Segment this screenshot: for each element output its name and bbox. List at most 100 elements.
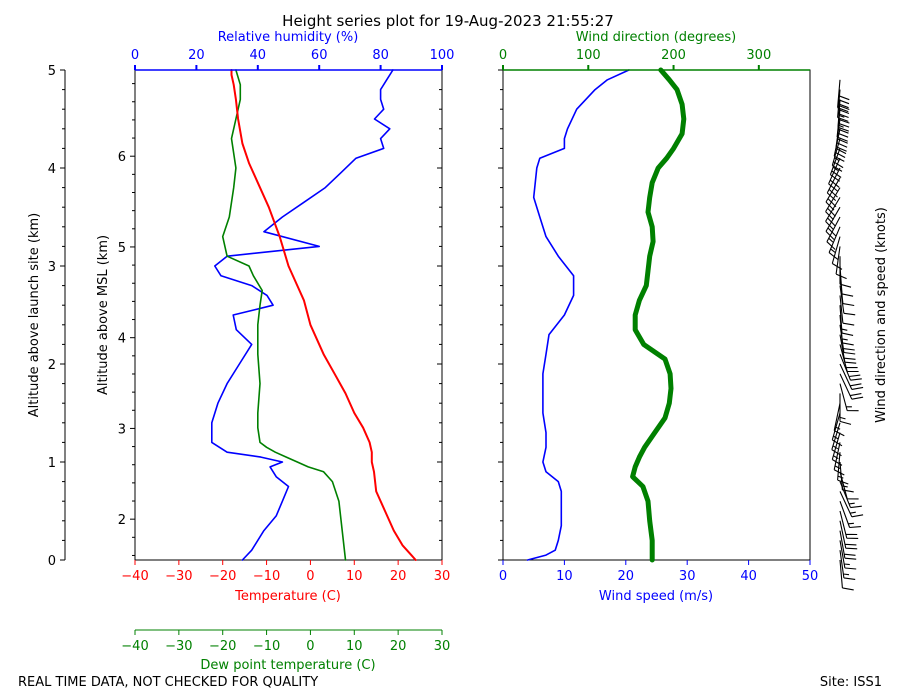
dewpoint-line [221, 69, 347, 561]
wind-barb-path [839, 461, 854, 493]
humidity-tick-label: 20 [188, 48, 205, 63]
outer-altitude-tick-label: 5 [48, 64, 56, 79]
wind-barb-path [839, 530, 857, 560]
dewpoint-tick-label: 0 [306, 639, 314, 654]
wind-speed-tick-label: 20 [618, 569, 635, 584]
wind-barb-path [839, 265, 854, 297]
wind-barb-path [833, 442, 845, 476]
wind-speed-axis-label: Wind speed (m/s) [599, 589, 713, 604]
wind-barb [839, 363, 864, 390]
wind-barb [839, 393, 852, 425]
wind-barb-path [837, 452, 849, 485]
temperature-tick-label: 30 [434, 569, 451, 584]
humidity-tick-label: 0 [131, 48, 139, 63]
wind-barb [839, 491, 864, 518]
outer-altitude-label: Altitude above launch site (km) [27, 213, 42, 417]
wind-barb-path [839, 353, 862, 381]
wind-barb [839, 373, 864, 400]
wind-direction-tick-label: 300 [746, 48, 771, 63]
inner-altitude-tick-label: 2 [118, 513, 126, 528]
dewpoint-tick-label: 10 [346, 639, 363, 654]
wind-barb-path [839, 256, 852, 288]
wind-barb [839, 353, 862, 381]
chart-title: Height series plot for 19-Aug-2023 21:55… [282, 12, 614, 30]
wind-barb [839, 520, 858, 550]
wind-barb [839, 265, 854, 297]
temperature-axis-label: Temperature (C) [234, 589, 341, 604]
wind-barb-path [828, 226, 841, 261]
wind-barb-path [839, 373, 864, 400]
wind-barb [825, 177, 841, 211]
wind-direction-axis-label: Wind direction (degrees) [576, 30, 736, 45]
dewpoint-tick-label: 20 [390, 639, 407, 654]
wind-barb-path [839, 305, 854, 336]
wind-barb [839, 540, 857, 570]
wind-direction-tick-label: 100 [576, 48, 601, 63]
outer-altitude-tick-label: 2 [48, 358, 56, 373]
wind-barb-axis-label: Wind direction and speed (knots) [874, 207, 889, 423]
outer-altitude-tick-label: 0 [48, 554, 56, 569]
wind-barb-path [825, 187, 841, 221]
wind-speed-tick-label: 10 [556, 569, 573, 584]
wind-barb [837, 452, 849, 485]
dewpoint-tick-label: −30 [165, 639, 192, 654]
wind-barb [839, 501, 861, 529]
wind-barb-path [839, 510, 859, 539]
wind-barb-path [828, 157, 841, 192]
humidity-axis-label: Relative humidity (%) [218, 30, 359, 45]
wind-barb [839, 550, 856, 580]
wind-barb [839, 530, 857, 560]
humidity-tick-label: 40 [250, 48, 267, 63]
wind-barb [828, 226, 841, 261]
site-label: Site: ISS1 [820, 675, 882, 690]
wind-barb-path [831, 412, 843, 447]
temperature-tick-label: −20 [209, 569, 236, 584]
wind-speed-tick-label: 30 [679, 569, 696, 584]
wind-barb-path [839, 363, 864, 390]
dewpoint-tick-label: −40 [121, 639, 148, 654]
wind-barb-path [839, 295, 855, 326]
wind-speed-line [526, 69, 630, 561]
wind-barb [831, 236, 843, 270]
wind-barb [835, 246, 847, 280]
wind-barb-path [833, 403, 845, 437]
humidity-tick-label: 100 [430, 48, 455, 63]
wind-barb-path [839, 540, 857, 570]
wind-speed-tick-label: 50 [802, 569, 819, 584]
wind-direction-line [630, 67, 687, 563]
wind-barb [839, 295, 855, 326]
temperature-tick-label: 20 [390, 569, 407, 584]
wind-barb [831, 422, 842, 457]
outer-altitude-tick-label: 3 [48, 260, 56, 275]
wind-barb-path [839, 501, 861, 529]
humidity-tick-label: 60 [311, 48, 328, 63]
wind-barb-path [839, 471, 859, 500]
wind-speed-tick-label: 40 [740, 569, 757, 584]
relative-humidity-line [211, 69, 394, 561]
wind-barb-path [831, 138, 844, 172]
wind-barb [839, 305, 854, 336]
wind-barb-path [839, 393, 852, 425]
temperature-tick-label: −30 [165, 569, 192, 584]
wind-barb-path [839, 491, 864, 518]
wind-barb [839, 510, 859, 539]
wind-barb [839, 256, 852, 288]
wind-barb [839, 471, 859, 500]
temperature-tick-label: 10 [346, 569, 363, 584]
wind-barb-path [837, 79, 850, 113]
wind-barb-path [835, 246, 847, 280]
wind-barb-path [839, 550, 856, 580]
dewpoint-axis-label: Dew point temperature (C) [200, 658, 375, 673]
wind-barb [831, 432, 843, 466]
wind-barb-path [826, 167, 841, 202]
temperature-tick-label: −40 [121, 569, 148, 584]
wind-barb [826, 167, 841, 202]
inner-altitude-tick-label: 3 [118, 422, 126, 437]
wind-barb-path [839, 520, 858, 550]
wind-barb [839, 461, 854, 493]
wind-barb [831, 412, 843, 447]
wind-barb-path [831, 236, 843, 270]
inner-altitude-tick-label: 6 [118, 150, 126, 165]
wind-barb-path [839, 383, 859, 412]
